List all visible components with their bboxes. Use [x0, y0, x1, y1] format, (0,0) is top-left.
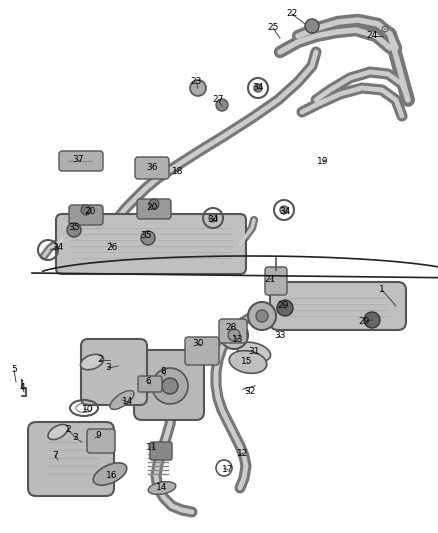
- FancyBboxPatch shape: [59, 151, 103, 171]
- Circle shape: [277, 300, 293, 316]
- FancyBboxPatch shape: [185, 337, 219, 365]
- Circle shape: [228, 329, 240, 341]
- FancyBboxPatch shape: [138, 376, 162, 392]
- FancyBboxPatch shape: [137, 199, 171, 219]
- Text: 29: 29: [277, 301, 289, 310]
- Text: 34: 34: [207, 215, 219, 224]
- Text: 8: 8: [160, 367, 166, 376]
- Ellipse shape: [148, 482, 176, 495]
- Text: 32: 32: [244, 387, 256, 397]
- Circle shape: [280, 206, 288, 214]
- FancyBboxPatch shape: [270, 282, 406, 330]
- FancyBboxPatch shape: [87, 429, 115, 453]
- Text: 14: 14: [122, 398, 134, 407]
- Circle shape: [364, 312, 380, 328]
- Text: 14: 14: [156, 483, 168, 492]
- Text: 7: 7: [52, 450, 58, 459]
- Ellipse shape: [237, 342, 271, 362]
- Circle shape: [209, 214, 217, 222]
- Text: 33: 33: [274, 332, 286, 341]
- Text: 24: 24: [366, 31, 378, 41]
- Text: 35: 35: [68, 223, 80, 232]
- Ellipse shape: [110, 391, 134, 409]
- Text: 30: 30: [192, 340, 204, 349]
- Text: ⚙: ⚙: [380, 25, 390, 35]
- Text: 13: 13: [232, 335, 244, 344]
- Text: 9: 9: [95, 432, 101, 440]
- Text: 29: 29: [358, 318, 370, 327]
- Ellipse shape: [81, 354, 103, 370]
- Circle shape: [141, 231, 155, 245]
- Text: 4: 4: [19, 384, 25, 392]
- Ellipse shape: [93, 463, 127, 485]
- FancyBboxPatch shape: [28, 422, 114, 496]
- Text: 23: 23: [191, 77, 201, 86]
- Circle shape: [162, 378, 178, 394]
- Text: 20: 20: [84, 207, 95, 216]
- FancyBboxPatch shape: [134, 350, 204, 420]
- Text: 11: 11: [146, 442, 158, 451]
- Circle shape: [149, 199, 159, 209]
- Text: 3: 3: [105, 364, 111, 373]
- Circle shape: [254, 84, 262, 92]
- Ellipse shape: [229, 351, 267, 373]
- Text: 36: 36: [146, 164, 158, 173]
- Text: 16: 16: [106, 472, 118, 481]
- Circle shape: [67, 223, 81, 237]
- Text: 25: 25: [267, 23, 279, 33]
- Text: 34: 34: [279, 207, 291, 216]
- Text: 5: 5: [11, 366, 17, 375]
- Text: 19: 19: [317, 157, 329, 166]
- Text: 21: 21: [264, 276, 276, 285]
- Text: 2: 2: [65, 425, 71, 434]
- Text: 17: 17: [222, 465, 234, 474]
- Circle shape: [190, 80, 206, 96]
- Text: 22: 22: [286, 10, 298, 19]
- Text: 2: 2: [97, 356, 103, 365]
- FancyBboxPatch shape: [69, 205, 103, 225]
- FancyBboxPatch shape: [81, 339, 147, 405]
- Circle shape: [256, 310, 268, 322]
- Text: 18: 18: [172, 167, 184, 176]
- Circle shape: [248, 302, 276, 330]
- Circle shape: [305, 19, 319, 33]
- Text: 35: 35: [140, 231, 152, 240]
- Text: 28: 28: [225, 324, 237, 333]
- Text: 31: 31: [248, 348, 260, 357]
- Ellipse shape: [48, 424, 68, 440]
- Circle shape: [81, 205, 91, 215]
- Circle shape: [152, 368, 188, 404]
- FancyBboxPatch shape: [150, 442, 172, 460]
- Text: 27: 27: [212, 95, 224, 104]
- Text: 15: 15: [241, 358, 253, 367]
- FancyBboxPatch shape: [265, 267, 287, 295]
- FancyBboxPatch shape: [135, 157, 169, 179]
- FancyBboxPatch shape: [56, 214, 246, 274]
- FancyBboxPatch shape: [219, 319, 247, 343]
- Text: 1: 1: [379, 286, 385, 295]
- Circle shape: [220, 321, 248, 349]
- Text: 12: 12: [237, 448, 249, 457]
- Text: 6: 6: [145, 377, 151, 386]
- Text: 20: 20: [146, 203, 158, 212]
- Text: 37: 37: [72, 156, 84, 165]
- Text: 34: 34: [252, 84, 264, 93]
- Text: 26: 26: [106, 243, 118, 252]
- Text: 3: 3: [72, 433, 78, 442]
- Circle shape: [216, 99, 228, 111]
- Text: 34: 34: [52, 243, 64, 252]
- Text: 10: 10: [82, 406, 94, 415]
